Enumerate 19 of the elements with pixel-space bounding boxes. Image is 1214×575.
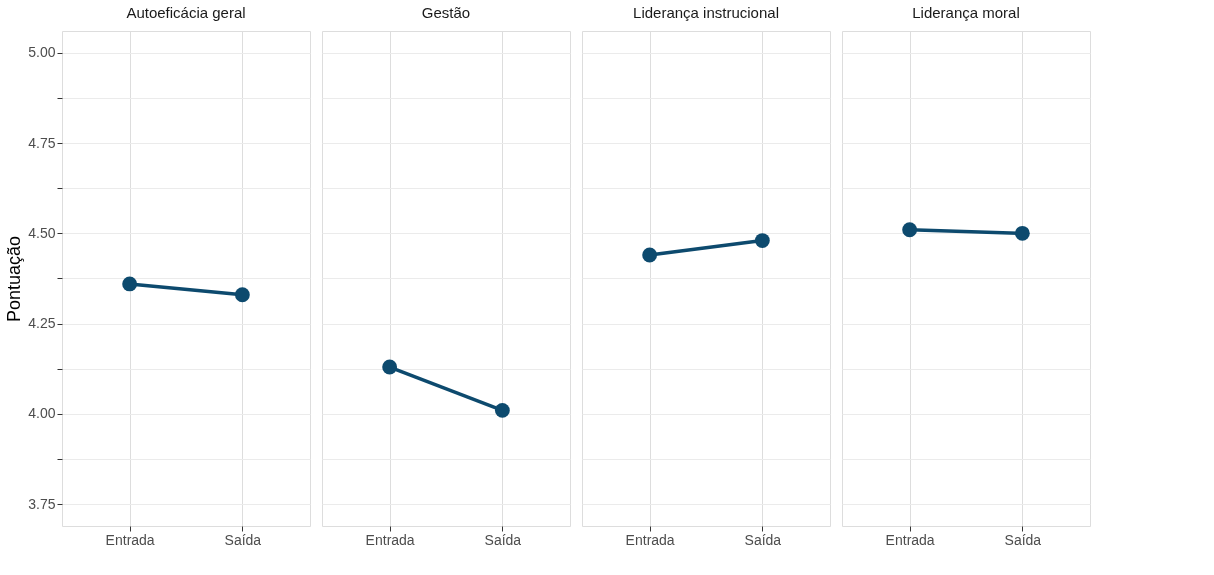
y-tick-label: 4.50 xyxy=(28,224,56,241)
y-tick-label: 4.25 xyxy=(28,315,56,332)
chart-title: Autoeficácia geral xyxy=(126,4,246,21)
x-tick-label: Saída xyxy=(744,531,782,548)
x-tick-label: Entrada xyxy=(105,531,155,548)
x-tick-label: Entrada xyxy=(885,531,935,548)
y-tick-label: 3.75 xyxy=(28,495,56,512)
x-tick-label: Entrada xyxy=(365,531,415,548)
x-tick-label: Saída xyxy=(224,531,262,548)
y-tick-label: 4.00 xyxy=(28,405,56,422)
y-axis-title: Pontuação xyxy=(4,235,25,323)
y-tick-label: 5.00 xyxy=(28,44,56,61)
x-tick-label: Entrada xyxy=(625,531,675,548)
y-tick-label: 4.75 xyxy=(28,134,56,151)
chart-title: Liderança instrucional xyxy=(633,4,779,21)
x-tick-label: Saída xyxy=(1004,531,1042,548)
chart-title: Gestão xyxy=(421,4,471,21)
x-tick-label: Saída xyxy=(484,531,522,548)
chart-title: Liderança moral xyxy=(912,4,1020,21)
